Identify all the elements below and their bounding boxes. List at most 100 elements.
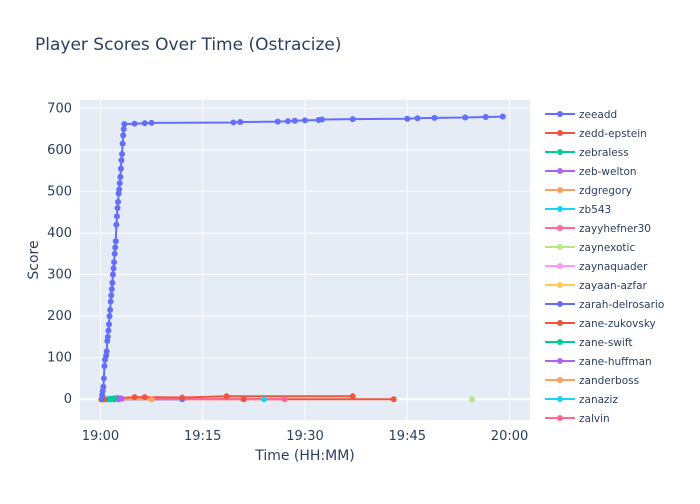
data-point-zeeadd xyxy=(237,119,243,125)
data-point-zeeadd xyxy=(285,118,291,124)
legend-label: zane-swift xyxy=(579,337,632,349)
x-tick-label: 19:30 xyxy=(286,429,323,444)
y-tick-label: 300 xyxy=(47,268,72,283)
legend-item-zaynexotic[interactable]: zaynexotic xyxy=(545,242,635,254)
legend-item-zanderboss[interactable]: zanderboss xyxy=(545,375,639,387)
data-point-zeeadd xyxy=(108,292,114,298)
legend-label: zeeadd xyxy=(579,109,617,121)
legend-label: zb543 xyxy=(579,204,611,216)
legend-swatch-marker xyxy=(557,206,563,212)
legend-label: zanaziz xyxy=(579,394,618,406)
data-point-zeeadd xyxy=(112,245,118,251)
data-point-zedd-epstein xyxy=(179,395,185,401)
data-point-zeeadd xyxy=(404,116,410,122)
legend-swatch-marker xyxy=(557,377,563,383)
legend-swatch-marker xyxy=(557,130,563,136)
data-point-zeeadd xyxy=(500,114,506,120)
legend-swatch-marker xyxy=(557,339,563,345)
data-point-zaynexotic xyxy=(469,396,475,402)
legend-label: zebraless xyxy=(579,147,629,159)
y-tick-label: 400 xyxy=(47,226,72,241)
data-point-zayyhefner30 xyxy=(282,396,288,402)
legend-item-zedd-epstein[interactable]: zedd-epstein xyxy=(545,128,647,140)
legend-item-zeb-welton[interactable]: zeb-welton xyxy=(545,166,637,178)
legend-label: zalvin xyxy=(579,413,610,425)
legend-swatch-marker xyxy=(557,225,563,231)
data-point-zb543 xyxy=(261,396,267,402)
data-point-zedd-epstein xyxy=(350,393,356,399)
data-point-zeeadd xyxy=(230,119,236,125)
data-point-zeeadd xyxy=(113,238,119,244)
data-point-zeeadd xyxy=(120,132,126,138)
data-point-zeeadd xyxy=(462,114,468,120)
data-point-zeeadd xyxy=(114,213,120,219)
y-tick-label: 100 xyxy=(47,351,72,366)
data-point-zeeadd xyxy=(115,205,121,211)
data-point-zeeadd xyxy=(109,280,115,286)
legend-item-zeeadd[interactable]: zeeadd xyxy=(545,109,617,121)
data-point-zeeadd xyxy=(113,222,119,228)
chart-title: Player Scores Over Time (Ostracize) xyxy=(35,35,342,55)
data-point-zeeadd xyxy=(100,384,106,390)
legend-item-zaynaquader[interactable]: zaynaquader xyxy=(545,261,648,273)
legend-swatch-marker xyxy=(557,282,563,288)
legend-swatch-marker xyxy=(557,244,563,250)
legend-swatch-marker xyxy=(557,301,563,307)
data-point-zeeadd xyxy=(302,117,308,123)
legend-item-zane-zukovsky[interactable]: zane-zukovsky xyxy=(545,318,656,330)
legend-item-zanaziz[interactable]: zanaziz xyxy=(545,394,618,406)
data-point-zebraless xyxy=(111,395,117,401)
legend-item-zane-huffman[interactable]: zane-huffman xyxy=(545,356,652,368)
legend-swatch-marker xyxy=(557,263,563,269)
data-point-zeeadd xyxy=(120,141,126,147)
legend-item-zdgregory[interactable]: zdgregory xyxy=(545,185,632,197)
legend-item-zb543[interactable]: zb543 xyxy=(545,204,611,216)
data-point-zane-zukovsky xyxy=(241,396,247,402)
legend-item-zarah-delrosario[interactable]: zarah-delrosario xyxy=(545,299,664,311)
legend-item-zayyhefner30[interactable]: zayyhefner30 xyxy=(545,223,651,235)
legend-label: zaynexotic xyxy=(579,242,635,254)
legend-swatch-marker xyxy=(557,187,563,193)
x-axis-title: Time (HH:MM) xyxy=(254,448,355,464)
legend-label: zedd-epstein xyxy=(579,128,647,140)
y-tick-label: 0 xyxy=(64,392,72,407)
data-point-zeeadd xyxy=(104,348,110,354)
data-point-zeeadd xyxy=(108,299,114,305)
data-point-zeb-welton xyxy=(118,395,124,401)
data-point-zeeadd xyxy=(483,114,489,120)
data-point-zeeadd xyxy=(105,328,111,334)
data-point-zeeadd xyxy=(118,166,124,172)
data-point-zeeadd xyxy=(119,151,125,157)
data-point-zeeadd xyxy=(106,321,112,327)
data-point-zedd-epstein xyxy=(224,393,230,399)
x-tick-label: 20:00 xyxy=(491,429,528,444)
legend-item-zebraless[interactable]: zebraless xyxy=(545,147,629,159)
data-point-zedd-epstein xyxy=(142,394,148,400)
legend-swatch-marker xyxy=(557,415,563,421)
legend-swatch-marker xyxy=(557,358,563,364)
data-point-zeeadd xyxy=(275,119,281,125)
legend[interactable]: zeeadd zedd-epstein zebraless zeb-welton zdg… xyxy=(545,109,664,425)
data-point-zedd-epstein xyxy=(132,394,138,400)
legend-item-zayaan-azfar[interactable]: zayaan-azfar xyxy=(545,280,648,292)
legend-label: zarah-delrosario xyxy=(579,299,664,311)
legend-label: zaynaquader xyxy=(579,261,648,273)
data-point-zeeadd xyxy=(111,265,117,271)
data-point-zeeadd xyxy=(319,117,325,123)
y-tick-label: 200 xyxy=(47,309,72,324)
legend-item-zalvin[interactable]: zalvin xyxy=(545,413,610,425)
legend-swatch-marker xyxy=(557,396,563,402)
x-tick-label: 19:00 xyxy=(82,429,119,444)
data-point-zeeadd xyxy=(142,120,148,126)
x-tick-label: 19:45 xyxy=(389,429,426,444)
legend-item-zane-swift[interactable]: zane-swift xyxy=(545,337,632,349)
data-point-zeeadd xyxy=(132,121,138,127)
data-point-zeeadd xyxy=(117,174,123,180)
data-point-zeeadd xyxy=(350,116,356,122)
data-point-zeeadd xyxy=(121,121,127,127)
data-point-zeeadd xyxy=(107,313,113,319)
y-tick-label: 600 xyxy=(47,143,72,158)
